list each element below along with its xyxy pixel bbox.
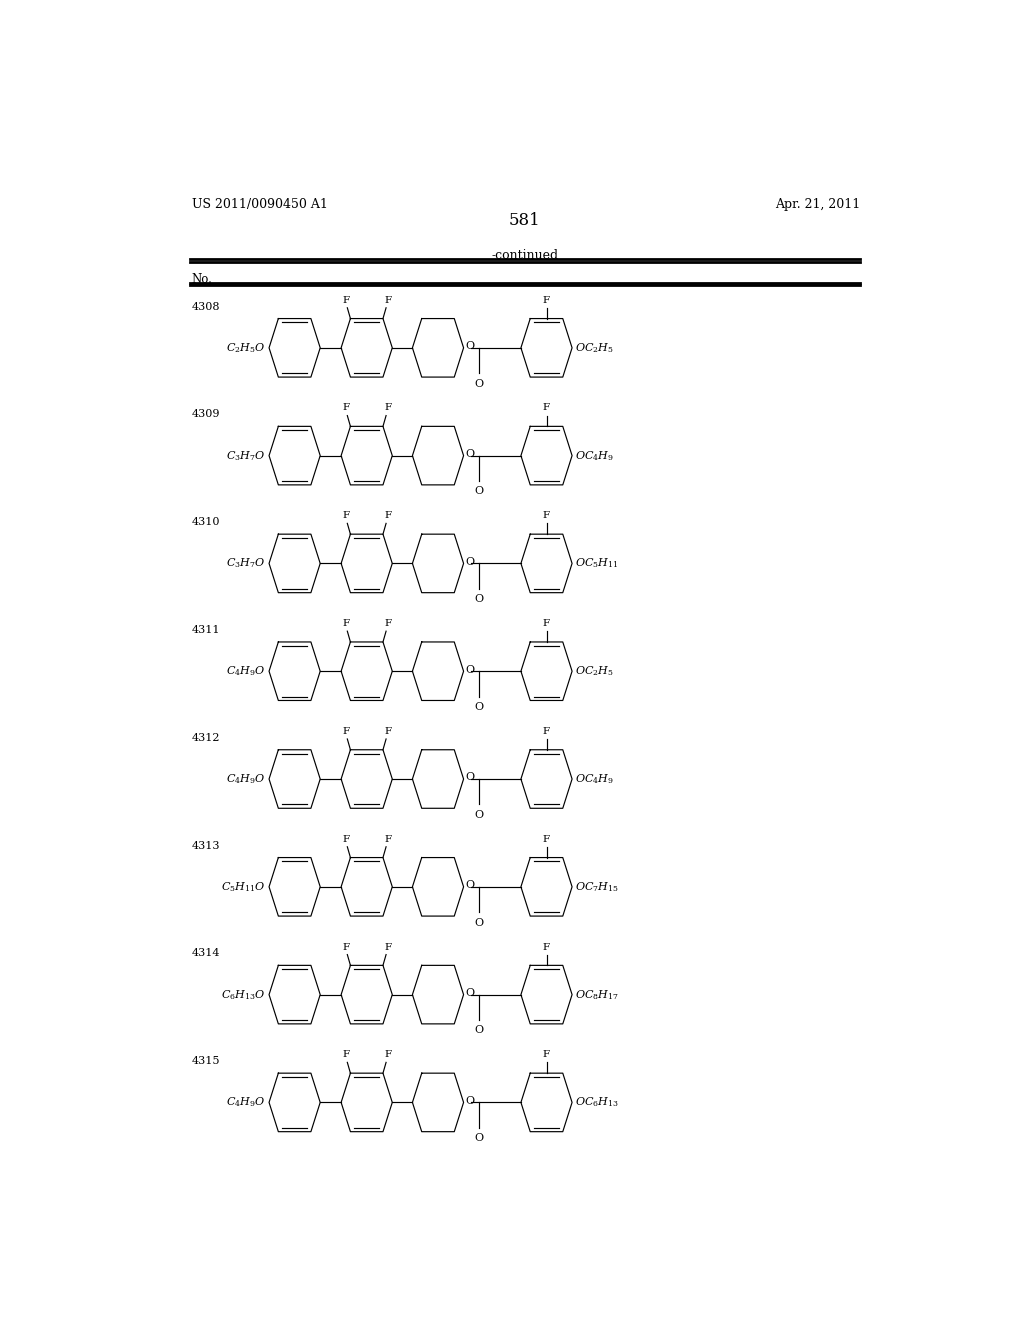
Text: 4312: 4312 [191,733,220,743]
Text: $C_2H_5O$: $C_2H_5O$ [225,341,265,355]
Text: F: F [543,296,550,305]
Text: F: F [384,511,391,520]
Text: O: O [474,379,483,388]
Text: O: O [465,665,474,675]
Text: $C_4H_9O$: $C_4H_9O$ [225,772,265,785]
Text: F: F [342,296,349,305]
Text: 4313: 4313 [191,841,220,850]
Text: O: O [474,1026,483,1035]
Text: 4314: 4314 [191,949,220,958]
Text: F: F [543,619,550,628]
Text: $OC_7H_{15}$: $OC_7H_{15}$ [575,880,620,894]
Text: $C_3H_7O$: $C_3H_7O$ [225,557,265,570]
Text: O: O [474,917,483,928]
Text: 4308: 4308 [191,302,220,312]
Text: 581: 581 [509,213,541,230]
Text: F: F [342,1051,349,1059]
Text: $OC_2H_5$: $OC_2H_5$ [575,664,614,678]
Text: $OC_5H_{11}$: $OC_5H_{11}$ [575,557,618,570]
Text: $OC_8H_{17}$: $OC_8H_{17}$ [575,987,620,1002]
Text: No.: No. [191,273,212,286]
Text: $C_6H_{13}O$: $C_6H_{13}O$ [220,987,265,1002]
Text: O: O [474,594,483,605]
Text: F: F [543,834,550,843]
Text: F: F [384,296,391,305]
Text: $C_3H_7O$: $C_3H_7O$ [225,449,265,462]
Text: F: F [384,404,391,412]
Text: US 2011/0090450 A1: US 2011/0090450 A1 [191,198,328,211]
Text: $C_5H_{11}O$: $C_5H_{11}O$ [220,880,265,894]
Text: F: F [342,942,349,952]
Text: F: F [342,404,349,412]
Text: Apr. 21, 2011: Apr. 21, 2011 [775,198,860,211]
Text: O: O [465,1096,474,1106]
Text: F: F [342,619,349,628]
Text: $C_4H_9O$: $C_4H_9O$ [225,664,265,678]
Text: F: F [342,727,349,737]
Text: O: O [465,342,474,351]
Text: F: F [384,834,391,843]
Text: F: F [543,511,550,520]
Text: $OC_4H_9$: $OC_4H_9$ [575,449,614,462]
Text: F: F [543,1051,550,1059]
Text: F: F [384,1051,391,1059]
Text: -continued: -continued [492,249,558,263]
Text: F: F [384,727,391,737]
Text: O: O [474,487,483,496]
Text: 4310: 4310 [191,517,220,527]
Text: F: F [543,942,550,952]
Text: O: O [465,557,474,566]
Text: $OC_4H_9$: $OC_4H_9$ [575,772,614,785]
Text: F: F [384,942,391,952]
Text: O: O [474,1133,483,1143]
Text: $C_4H_9O$: $C_4H_9O$ [225,1096,265,1109]
Text: O: O [465,880,474,890]
Text: F: F [384,619,391,628]
Text: 4315: 4315 [191,1056,220,1067]
Text: O: O [465,989,474,998]
Text: F: F [543,404,550,412]
Text: O: O [465,449,474,459]
Text: F: F [342,511,349,520]
Text: $OC_6H_{13}$: $OC_6H_{13}$ [575,1096,620,1109]
Text: O: O [465,772,474,783]
Text: $OC_2H_5$: $OC_2H_5$ [575,341,614,355]
Text: 4311: 4311 [191,626,220,635]
Text: O: O [474,810,483,820]
Text: 4309: 4309 [191,409,220,420]
Text: F: F [342,834,349,843]
Text: F: F [543,727,550,737]
Text: O: O [474,702,483,711]
